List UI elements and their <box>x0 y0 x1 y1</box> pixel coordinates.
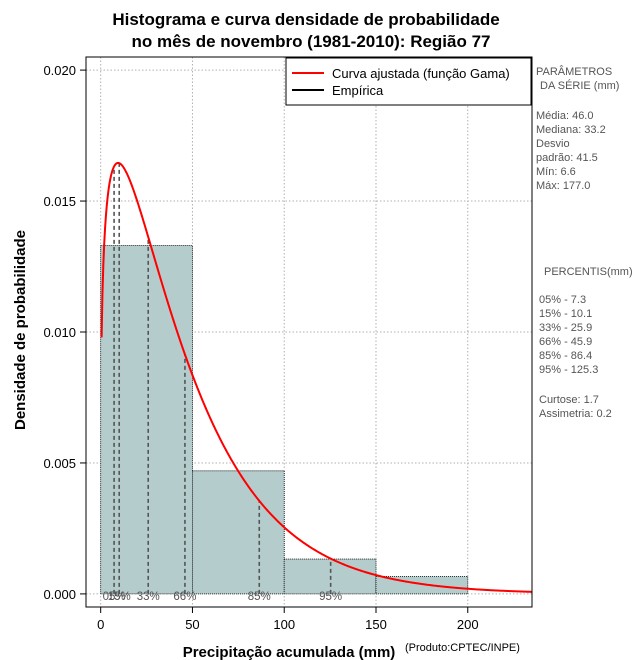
histogram-bar-2 <box>192 470 285 595</box>
legend-label-gamma: Curva ajustada (função Gama) <box>332 66 510 81</box>
gamma-density-curve <box>100 161 533 593</box>
x-axis-title: Precipitação acumulada (mm) <box>183 644 396 660</box>
legend: Curva ajustada (função Gama) Empírica <box>285 57 532 106</box>
percentile-label-95: 95% <box>319 591 342 603</box>
y-tick-label-3: 0.015 <box>43 194 76 209</box>
percentile-row-05: 05% - 7.3 <box>539 294 586 306</box>
params-title-1: PARÂMETROS <box>536 65 612 78</box>
percentile-label-33: 33% <box>137 591 160 603</box>
percentile-lines: 05%15% 33% 66% 85% 95% <box>103 163 342 603</box>
x-axis-ticks: 0 50 100 150 200 <box>97 607 479 632</box>
x-tick-label-100: 100 <box>273 617 295 632</box>
param-max: Máx: 177.0 <box>536 180 590 192</box>
x-tick-label-50: 50 <box>185 617 199 632</box>
param-min: Mín: 6.6 <box>536 166 576 178</box>
param-kurtosis: Curtose: 1.7 <box>539 394 599 406</box>
y-tick-label-2: 0.010 <box>43 325 76 340</box>
x-tick-label-0: 0 <box>97 617 104 632</box>
percentile-row-33: 33% - 25.9 <box>539 322 592 334</box>
x-tick-label-150: 150 <box>365 617 387 632</box>
param-stddev-2: padrão: 41.5 <box>536 152 598 164</box>
x-tick-label-200: 200 <box>457 617 479 632</box>
percentile-label-85: 85% <box>248 591 271 603</box>
percentile-row-85: 85% - 86.4 <box>539 350 592 362</box>
chart-title-line-1: Histograma e curva densidade de probabil… <box>112 10 499 29</box>
gamma-curve-layer <box>100 161 533 593</box>
param-skewness: Assimetria: 0.2 <box>539 408 612 420</box>
y-axis-title: Densidade de probabilidade <box>12 230 29 430</box>
percentiles-panel: PERCENTIS(mm) 05% - 7.3 15% - 10.1 33% -… <box>539 266 633 420</box>
product-credit: (Produto:CPTEC/INPE) <box>405 642 520 654</box>
chart-title-line-2: no mês de novembro (1981-2010): Região 7… <box>131 32 490 51</box>
histogram-bars <box>100 245 469 595</box>
histogram-bar-1 <box>100 245 193 595</box>
param-stddev-1: Desvio <box>536 138 570 150</box>
percentile-row-15: 15% - 10.1 <box>539 308 592 320</box>
legend-box <box>285 57 532 106</box>
percentiles-title: PERCENTIS(mm) <box>544 266 633 278</box>
legend-label-empirical: Empírica <box>332 83 384 98</box>
series-parameters-panel: PARÂMETROS DA SÉRIE (mm) Média: 46.0 Med… <box>536 65 619 192</box>
y-tick-label-1: 0.005 <box>43 456 76 471</box>
y-tick-label-4: 0.020 <box>43 63 76 78</box>
params-title-2: DA SÉRIE (mm) <box>540 79 619 92</box>
percentile-label-15: 15% <box>108 591 131 603</box>
param-mean: Média: 46.0 <box>536 110 593 122</box>
param-median: Mediana: 33.2 <box>536 124 606 136</box>
percentile-row-95: 95% - 125.3 <box>539 364 598 376</box>
y-axis-ticks: 0.000 0.005 0.010 0.015 0.020 <box>43 63 86 602</box>
y-tick-label-0: 0.000 <box>43 587 76 602</box>
percentile-row-66: 66% - 45.9 <box>539 336 592 348</box>
percentile-label-66: 66% <box>173 591 196 603</box>
